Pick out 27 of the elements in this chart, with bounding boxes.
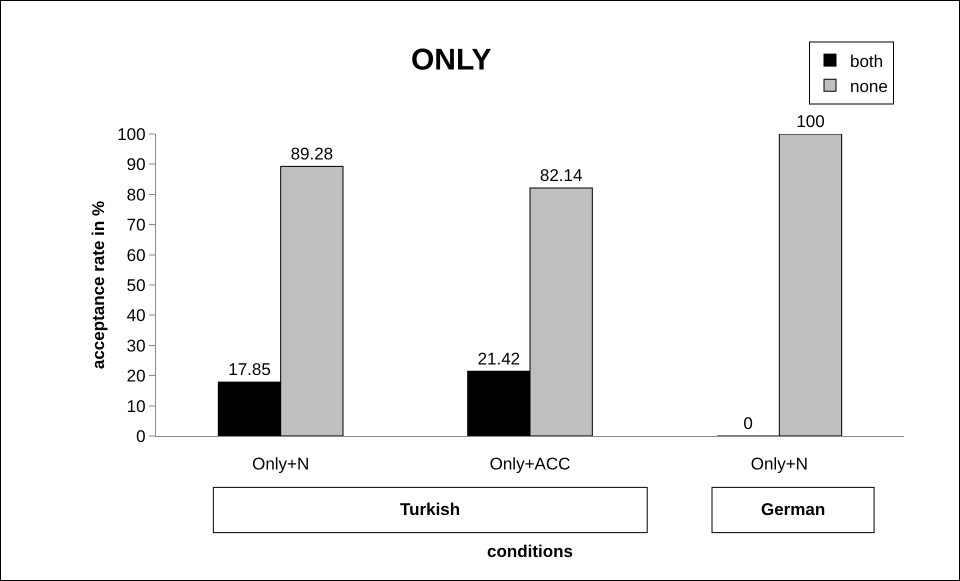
x-tick-label: Only+ACC — [490, 454, 570, 474]
data-label: 17.85 — [228, 360, 271, 380]
legend-label: none — [850, 76, 888, 96]
data-label: 82.14 — [540, 166, 582, 185]
x-axis-title: conditions — [487, 542, 573, 561]
y-tick-label: 90 — [126, 155, 146, 174]
y-tick-label: 100 — [117, 124, 146, 144]
x-tick-label: Only+N — [252, 454, 310, 474]
text: Turkish — [400, 500, 460, 519]
data-label: 0 — [743, 414, 753, 433]
y-tick-label: 70 — [126, 216, 146, 235]
y-tick-label: 80 — [126, 185, 146, 204]
y-tick-label: 10 — [126, 396, 146, 416]
y-tick-label: 0 — [136, 426, 146, 446]
data-label: 100 — [796, 112, 825, 131]
y-tick-label: 40 — [126, 306, 146, 326]
y-tick-label: 20 — [126, 366, 146, 386]
y-tick-label: 60 — [126, 246, 146, 265]
y-tick-label: 30 — [126, 336, 146, 356]
legend-label: both — [850, 52, 884, 71]
text: German — [761, 500, 826, 519]
chart-title: ONLY — [410, 43, 492, 76]
data-label: 89.28 — [290, 144, 334, 164]
y-tick-label: 50 — [126, 276, 146, 295]
y-axis-title: acceptance rate in % — [88, 200, 108, 370]
x-tick-label: Only+N — [750, 454, 808, 474]
data-label: 21.42 — [478, 349, 520, 368]
